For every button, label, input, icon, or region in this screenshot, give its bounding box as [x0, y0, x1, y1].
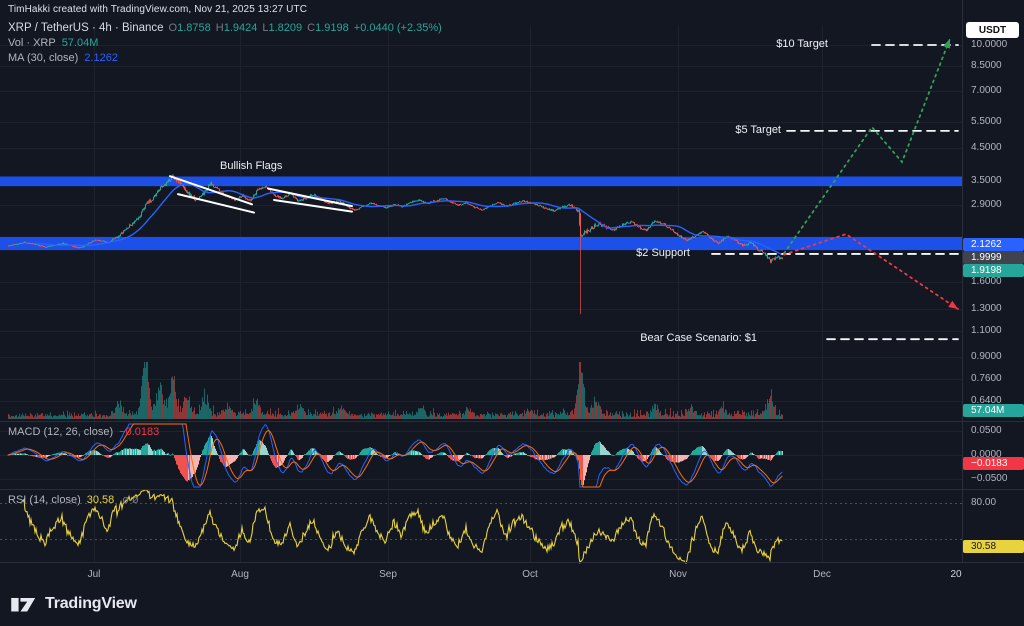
rsi-hidden-values: ø ø	[122, 494, 139, 506]
price-axis-label: 7.0000	[971, 85, 1002, 97]
volume-label: Vol · XRP	[8, 37, 56, 49]
time-axis-label: Sep	[379, 569, 397, 580]
level-label-bear-case-1: Bear Case Scenario: $1	[640, 332, 757, 345]
currency-toggle-button[interactable]: USDT	[966, 22, 1019, 38]
price-axis-label: 4.5000	[971, 142, 1002, 154]
open-label: O	[168, 22, 178, 34]
rsi-label: RSI (14, close)	[8, 494, 81, 506]
price-axis-label: 0.9000	[971, 350, 1002, 362]
price-axis-label: 2.9000	[971, 199, 1002, 211]
time-axis-label: Aug	[231, 569, 249, 580]
rsi-legend-row[interactable]: RSI (14, close) 30.58 ø ø	[8, 494, 139, 506]
macd-axis-label: −0.0500	[971, 473, 1008, 484]
macd-legend-row[interactable]: MACD (12, 26, close) −0.0183	[8, 426, 159, 438]
level-label-target-5: $5 Target	[735, 123, 781, 136]
price-axis-label: 5.5000	[971, 116, 1002, 128]
bullish-flags-annotation: Bullish Flags	[220, 160, 283, 172]
time-axis-label: Jul	[87, 569, 101, 580]
macd-value: −0.0183	[119, 426, 160, 438]
time-axis-label: Oct	[522, 569, 538, 580]
main-legend: XRP / TetherUS · 4h · Binance O1.8758 H1.9…	[8, 21, 442, 66]
rsi-value: 30.58	[86, 494, 115, 506]
high-value: 1.9424	[223, 22, 258, 34]
low-value: 1.8209	[268, 22, 303, 34]
time-axis-label: Nov	[669, 569, 687, 580]
price-axis-label: 1.6000	[971, 276, 1002, 288]
price-axis-label: 0.6400	[971, 394, 1002, 406]
price-axis-label: 8.5000	[971, 60, 1002, 72]
close-value: 1.9198	[315, 22, 349, 34]
volume-legend-row[interactable]: Vol · XRP 57.04M	[8, 36, 442, 51]
tradingview-logo[interactable]: TradingView	[10, 593, 137, 614]
ma-label: MA (30, close)	[8, 52, 79, 64]
open-value: 1.8758	[177, 22, 211, 34]
level-label-target-10: $10 Target	[776, 38, 828, 50]
price-axis-label: 1.1000	[971, 324, 1002, 336]
change-value: +0.0440 (+2.35%)	[353, 22, 442, 34]
level-label-support-2: $2 Support	[636, 246, 690, 259]
rsi-value-badge: 30.58	[963, 540, 1024, 554]
price-axis-label: 1.3000	[971, 303, 1002, 315]
close-label: C	[307, 22, 316, 34]
ma-legend-row[interactable]: MA (30, close) 2.1262	[8, 51, 442, 66]
time-axis[interactable]	[0, 562, 1024, 588]
volume-badge: 57.04M	[963, 404, 1024, 417]
price-axis-label: 0.7600	[971, 372, 1002, 384]
time-axis-label: Dec	[813, 569, 831, 580]
macd-value-badge: −0.0183	[963, 456, 1024, 470]
ma-value: 2.1262	[84, 52, 118, 64]
symbol-legend-row[interactable]: XRP / TetherUS · 4h · Binance O1.8758 H1.9…	[8, 21, 442, 36]
tradingview-logo-text: TradingView	[45, 594, 137, 612]
ma-value-badge: 2.1262	[963, 238, 1024, 252]
tradingview-logo-icon	[11, 597, 36, 612]
attribution-text: TimHakki created with TradingView.com, N…	[8, 4, 308, 15]
macd-axis-label: 0.0000	[971, 449, 1002, 460]
price-axis-label: 3.5000	[971, 174, 1002, 186]
time-axis-label: 20	[950, 569, 962, 580]
support-line-badge: 1.9999	[963, 251, 1024, 265]
rsi-axis-label: 80.00	[971, 497, 997, 509]
price-axis-label: 10.0000	[971, 39, 1008, 50]
low-label: L	[262, 22, 269, 34]
volume-value: 57.04M	[61, 37, 99, 49]
high-label: H	[215, 22, 224, 34]
last-price-badge: 1.9198	[963, 264, 1024, 278]
symbol-title: XRP / TetherUS · 4h · Binance	[8, 22, 164, 34]
macd-label: MACD (12, 26, close)	[8, 426, 114, 438]
macd-axis-label: 0.0500	[971, 425, 1002, 436]
